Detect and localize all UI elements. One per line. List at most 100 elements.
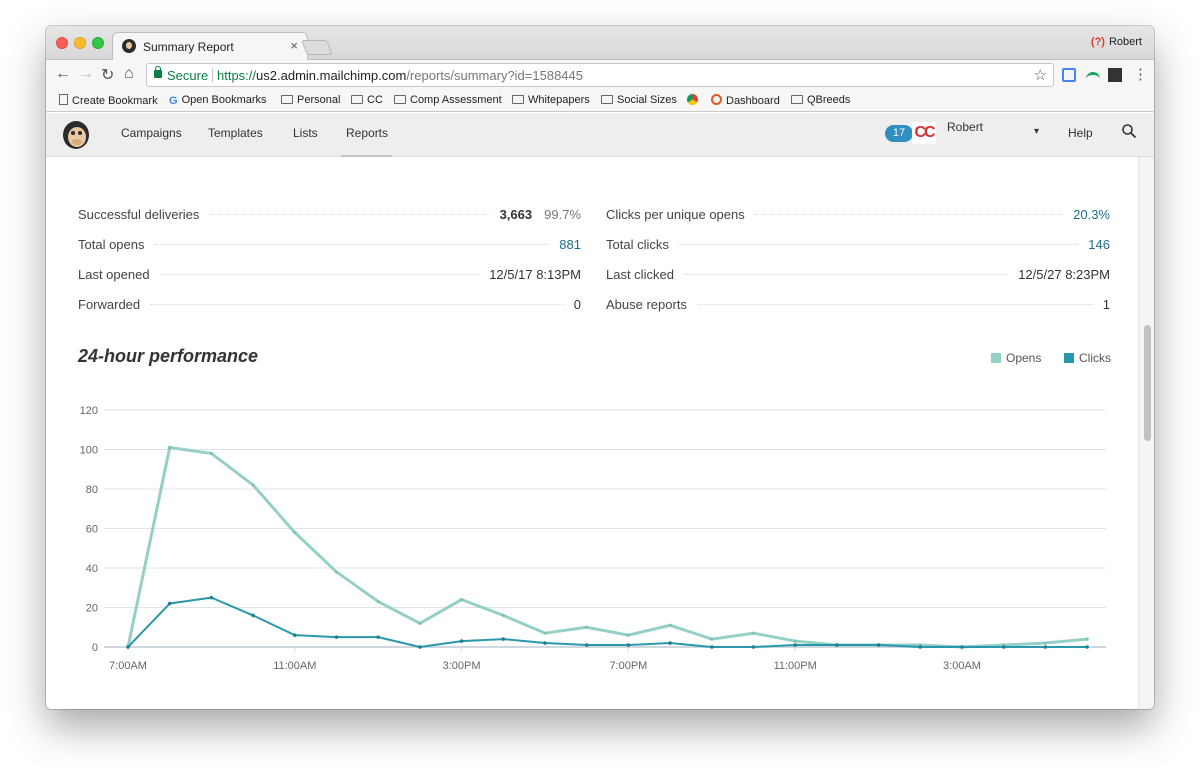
scrollbar-thumb[interactable] — [1144, 325, 1151, 441]
nav-reports[interactable]: Reports — [346, 126, 389, 140]
stat-label: Successful deliveries — [78, 207, 200, 222]
stat-label: Total clicks — [606, 237, 669, 252]
legend-item-clicks[interactable]: Clicks — [1064, 351, 1111, 365]
home-icon[interactable]: ⌂ — [124, 65, 134, 82]
data-point-clicks — [418, 645, 422, 649]
data-point-clicks — [459, 639, 464, 643]
scrollbar[interactable] — [1138, 157, 1154, 709]
bookmark-item[interactable]: Create Bookmark — [59, 94, 158, 107]
bookmark-folder[interactable]: Comp Assessment — [394, 94, 502, 106]
bookmark-folder[interactable]: Whitepapers — [512, 94, 590, 106]
data-point-opens — [376, 599, 380, 604]
data-point-opens — [793, 639, 797, 643]
nav-campaigns[interactable]: Campaigns — [121, 126, 182, 140]
y-tick-label: 100 — [80, 445, 98, 457]
bookmark-folder[interactable]: Social Sizes — [601, 94, 677, 106]
stat-label: Forwarded — [78, 297, 141, 312]
bookmark-label: QBreeds — [807, 94, 851, 106]
url-path: /reports/summary?id=1588445 — [406, 68, 583, 83]
folder-icon — [351, 95, 363, 104]
legend-label: Opens — [1006, 351, 1042, 365]
data-point-clicks — [251, 613, 255, 618]
y-tick-label: 120 — [80, 405, 98, 417]
mailchimp-logo-icon[interactable] — [60, 116, 92, 150]
minimize-window-button[interactable] — [74, 37, 86, 49]
opens-swatch — [991, 353, 1001, 363]
stat-value: 12/5/27 8:23PM — [1018, 267, 1110, 282]
report-content: Successful deliveries 3,663 99.7% Total … — [46, 157, 1138, 709]
data-point-clicks — [501, 637, 506, 641]
data-point-opens — [710, 637, 714, 641]
bookmark-folder[interactable]: CC — [351, 94, 383, 106]
reload-icon[interactable]: ↻ — [101, 67, 115, 84]
y-tick-label: 80 — [86, 484, 98, 496]
bookmark-star-icon[interactable]: ☆ — [1033, 67, 1047, 84]
data-point-clicks — [876, 643, 881, 647]
dotted-leader — [683, 274, 1009, 275]
x-tick-label: 3:00AM — [943, 660, 981, 672]
extension-icon[interactable] — [1086, 68, 1100, 82]
profile-icon: (?) — [1090, 36, 1105, 48]
bookmark-item[interactable]: Dashboard — [711, 94, 780, 107]
mailchimp-favicon-icon — [122, 39, 136, 53]
bookmark-item[interactable]: G Open Bookmarks — [169, 94, 267, 107]
extension-icon[interactable] — [1062, 68, 1076, 82]
clicks-swatch — [1064, 353, 1074, 363]
bookmark-label: Dashboard — [726, 95, 780, 107]
page-icon — [59, 94, 68, 105]
notification-badge[interactable]: 17 — [885, 125, 913, 142]
account-avatar[interactable]: CC — [912, 122, 936, 144]
back-arrow-icon[interactable]: ← — [55, 65, 71, 82]
new-tab-button[interactable] — [301, 40, 333, 55]
dotted-leader — [678, 244, 1079, 245]
data-point-clicks — [334, 635, 339, 639]
search-icon[interactable] — [1122, 124, 1136, 138]
browser-menu-icon[interactable]: ⋮ — [1133, 66, 1148, 83]
close-window-button[interactable] — [56, 37, 68, 49]
chevron-down-icon[interactable]: ▾ — [1034, 126, 1040, 137]
bookmark-label: Comp Assessment — [410, 94, 502, 106]
help-link[interactable]: Help — [1068, 126, 1093, 140]
bookmark-label: Create Bookmark — [72, 95, 158, 107]
y-tick-label: 20 — [86, 603, 98, 615]
extension-icon[interactable] — [1108, 68, 1122, 82]
dotted-leader — [209, 214, 490, 215]
data-point-clicks — [293, 633, 297, 637]
legend-item-opens[interactable]: Opens — [991, 351, 1041, 365]
data-point-clicks — [668, 641, 672, 645]
url-text[interactable]: https://us2.admin.mailchimp.com/reports/… — [217, 68, 583, 83]
user-name[interactable]: Robert — [947, 120, 984, 134]
tab-close-icon[interactable]: × — [290, 38, 298, 53]
legend-label: Clicks — [1079, 351, 1111, 365]
bookmark-item[interactable] — [687, 94, 702, 107]
performance-title: 24-hour performance — [78, 346, 259, 366]
bookmark-folder[interactable]: Personal — [281, 94, 340, 106]
profile-button[interactable]: (?) Robert — [1091, 36, 1142, 48]
google-icon: G — [169, 95, 178, 107]
forward-arrow-icon[interactable]: → — [78, 65, 94, 82]
folder-icon — [601, 95, 613, 104]
data-point-opens — [543, 631, 547, 635]
folder-icon — [512, 95, 524, 104]
stat-value-link[interactable]: 20.3% — [1073, 207, 1110, 222]
bookmarks-bar: Create Bookmark G Open Bookmarks Personal… — [46, 90, 1154, 112]
stat-value-link[interactable]: 881 — [559, 237, 581, 252]
stat-label: Abuse reports — [606, 297, 687, 312]
stat-row-total-clicks: Total clicks 146 — [606, 237, 1110, 257]
nav-templates[interactable]: Templates — [208, 126, 263, 140]
stat-row-last-clicked: Last clicked 12/5/27 8:23PM — [606, 267, 1110, 287]
x-tick-label: 11:00AM — [273, 660, 316, 672]
data-point-clicks — [918, 645, 923, 649]
y-tick-label: 0 — [92, 642, 98, 654]
bookmark-folder[interactable]: QBreeds — [791, 94, 850, 106]
x-tick-label: 7:00AM — [109, 660, 147, 672]
data-point-opens — [751, 631, 756, 635]
tab-summary-report[interactable]: Summary Report × — [112, 32, 308, 60]
address-bar[interactable]: Secure https://us2.admin.mailchimp.com/r… — [146, 63, 1054, 87]
dotted-leader — [154, 244, 550, 245]
nav-lists[interactable]: Lists — [293, 126, 318, 140]
stat-value-link[interactable]: 146 — [1088, 237, 1110, 252]
stat-value: 0 — [573, 297, 581, 312]
maximize-window-button[interactable] — [92, 37, 104, 49]
data-point-opens — [1043, 641, 1047, 645]
